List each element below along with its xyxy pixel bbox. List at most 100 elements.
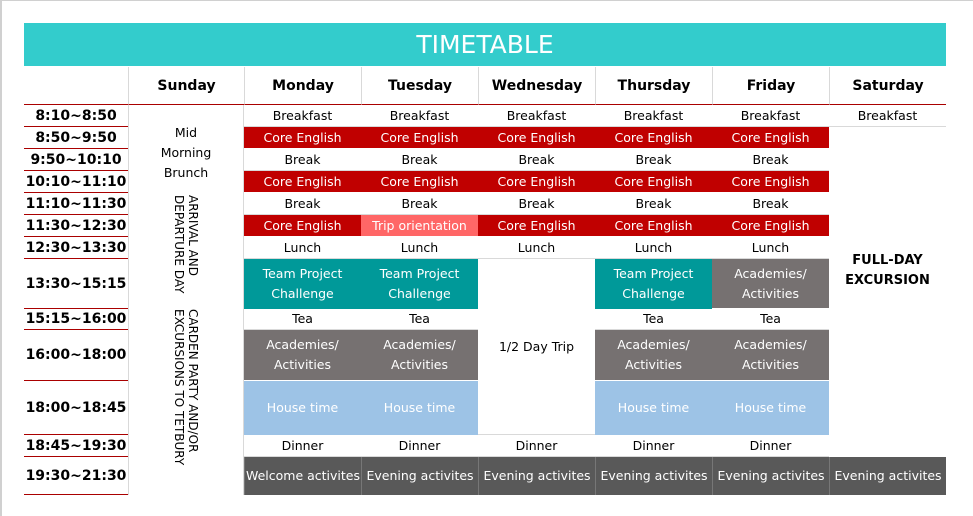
breakfast-cell: Breakfast [829, 105, 946, 127]
arrival-line: ARRIVAL AND [186, 195, 200, 276]
day-header-saturday: Saturday [829, 67, 946, 105]
team-cell: Team Project Challenge [595, 259, 712, 309]
arrival-line: DEPARTURE DAY [172, 195, 186, 294]
team-cell: Team Project Challenge [361, 259, 478, 309]
brunch-line: Brunch [163, 165, 209, 180]
corner-cell [24, 67, 128, 105]
dinner-cell: Dinner [244, 435, 361, 457]
time-slot: 18:45~19:30 [24, 435, 128, 457]
day-header-friday: Friday [712, 67, 829, 105]
dinner-cell: Dinner [712, 435, 829, 457]
house-cell: House time [595, 381, 712, 435]
breakfast-cell: Breakfast [595, 105, 712, 127]
breakfast-cell: Breakfast [478, 105, 595, 127]
lunch-cell: Lunch [244, 237, 361, 259]
academies-cell: Academies/ Activities [712, 259, 829, 309]
evening-cell: Evening activites [478, 457, 595, 495]
core-cell: Core English [361, 171, 478, 193]
tea-cell: Tea [712, 309, 829, 330]
garden-line: CARDEN PARTY AND/OR [186, 309, 200, 453]
break-cell: Break [478, 193, 595, 215]
time-slot: 15:15~16:00 [24, 309, 128, 330]
break-cell: Break [361, 193, 478, 215]
day-header-wednesday: Wednesday [478, 67, 595, 105]
evening-cell: Evening activites [595, 457, 712, 495]
time-slot: 8:50~9:50 [24, 127, 128, 149]
lunch-cell: Lunch [361, 237, 478, 259]
evening-cell: Evening activites [829, 457, 946, 495]
garden-note: CARDEN PARTY AND/OR EXCURSIONS TO TETBURY [172, 309, 200, 465]
break-cell: Break [595, 193, 712, 215]
brunch-label: Mid Morning Brunch [161, 123, 212, 183]
day-header-thursday: Thursday [595, 67, 712, 105]
day-header-tuesday: Tuesday [361, 67, 478, 105]
core-cell: Core English [712, 171, 829, 193]
core-cell: Core English [595, 171, 712, 193]
house-cell: House time [244, 381, 361, 435]
core-cell: Core English [244, 215, 361, 237]
lunch-cell: Lunch [712, 237, 829, 259]
academies-cell: Academies/ Activities [361, 330, 478, 381]
break-cell: Break [361, 149, 478, 171]
core-cell: Core English [712, 127, 829, 149]
break-cell: Break [478, 149, 595, 171]
sunday-vertical-notes: ARRIVAL AND DEPARTURE DAY CARDEN PARTY AND… [172, 195, 200, 466]
breakfast-cell: Breakfast [712, 105, 829, 127]
tea-cell: Tea [244, 309, 361, 330]
core-cell: Core English [712, 215, 829, 237]
time-slot: 8:10~8:50 [24, 105, 128, 127]
break-cell: Break [244, 193, 361, 215]
academies-cell: Academies/ Activities [712, 330, 829, 381]
time-slot: 12:30~13:30 [24, 237, 128, 259]
time-slot: 13:30~15:15 [24, 259, 128, 309]
core-cell: Core English [478, 127, 595, 149]
academies-cell: Academies/ Activities [595, 330, 712, 381]
time-slot: 11:10~11:30 [24, 193, 128, 215]
house-cell: House time [361, 381, 478, 435]
brunch-line: Morning [160, 145, 212, 160]
break-cell: Break [712, 193, 829, 215]
time-slot: 18:00~18:45 [24, 381, 128, 435]
house-cell: House time [712, 381, 829, 435]
tea-cell: Tea [361, 309, 478, 330]
break-cell: Break [244, 149, 361, 171]
dinner-cell: Dinner [361, 435, 478, 457]
breakfast-cell: Breakfast [361, 105, 478, 127]
welcome-cell: Welcome activites [244, 457, 361, 495]
core-cell: Core English [595, 127, 712, 149]
core-cell: Core English [361, 127, 478, 149]
trip-orientation-cell: Trip orientation [361, 215, 478, 237]
core-cell: Core English [244, 127, 361, 149]
day-header-monday: Monday [244, 67, 361, 105]
breakfast-cell: Breakfast [244, 105, 361, 127]
core-cell: Core English [478, 171, 595, 193]
timetable-grid: Sunday Monday Tuesday Wednesday Thursday Frid… [24, 67, 946, 495]
evening-cell: Evening activites [712, 457, 829, 495]
time-slot: 9:50~10:10 [24, 149, 128, 171]
core-cell: Core English [244, 171, 361, 193]
tea-cell: Tea [595, 309, 712, 330]
brunch-line: Mid [174, 125, 198, 140]
page-title: TIMETABLE [24, 23, 946, 66]
time-slot: 10:10~11:10 [24, 171, 128, 193]
break-cell: Break [712, 149, 829, 171]
lunch-cell: Lunch [595, 237, 712, 259]
academies-cell: Academies/ Activities [244, 330, 361, 381]
time-slot: 19:30~21:30 [24, 457, 128, 495]
time-slot: 16:00~18:00 [24, 330, 128, 381]
half-day-trip-cell: 1/2 Day Trip [478, 259, 595, 435]
day-header-sunday: Sunday [128, 67, 244, 105]
arrival-note: ARRIVAL AND DEPARTURE DAY [172, 195, 200, 293]
garden-line: EXCURSIONS TO TETBURY [172, 309, 186, 466]
core-cell: Core English [478, 215, 595, 237]
full-day-excursion-cell: FULL-DAY EXCURSION [845, 253, 930, 288]
team-cell: Team Project Challenge [244, 259, 361, 309]
time-slot: 11:30~12:30 [24, 215, 128, 237]
evening-cell: Evening activites [361, 457, 478, 495]
core-cell: Core English [595, 215, 712, 237]
dinner-cell: Dinner [595, 435, 712, 457]
break-cell: Break [595, 149, 712, 171]
lunch-cell: Lunch [478, 237, 595, 259]
dinner-cell: Dinner [478, 435, 595, 457]
